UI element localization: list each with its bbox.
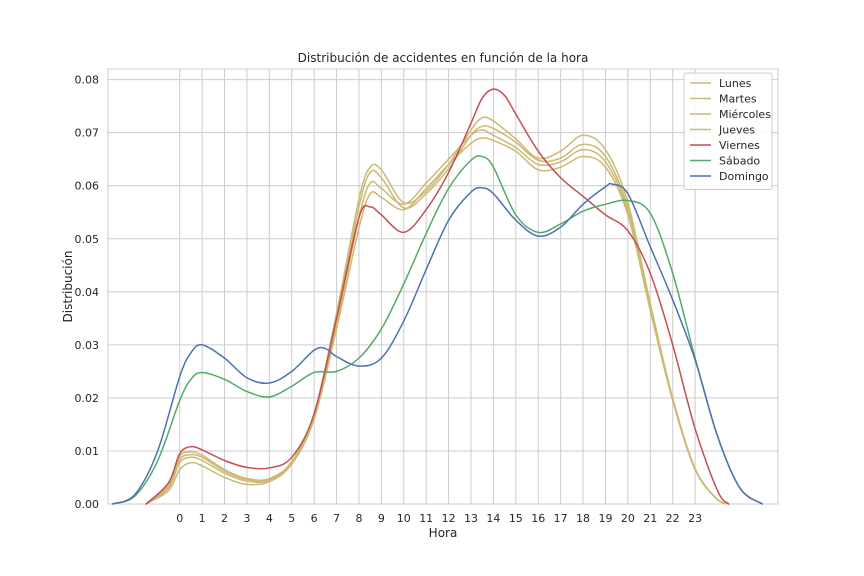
x-tick-label: 22: [666, 512, 680, 525]
x-tick-label: 1: [199, 512, 206, 525]
y-tick-label: 0.01: [75, 445, 100, 458]
y-tick-label: 0.06: [75, 180, 100, 193]
y-tick-label: 0.05: [75, 233, 100, 246]
y-tick-label: 0.03: [75, 339, 100, 352]
x-axis-label: Hora: [429, 526, 458, 540]
x-tick-label: 0: [176, 512, 183, 525]
x-tick-label: 12: [442, 512, 456, 525]
x-axis-ticks: 0 1 2 3 4 5 6 7 8 9 10 11 12 13 14 15 16 17 18 19 20 21 22 23: [176, 512, 702, 525]
x-tick-label: 8: [355, 512, 362, 525]
plot-area: [107, 68, 779, 505]
series-line-sabado: [111, 155, 764, 505]
x-tick-label: 21: [643, 512, 657, 525]
y-axis-label: Distribución: [61, 251, 75, 323]
x-tick-label: 11: [419, 512, 433, 525]
series-line-viernes: [145, 88, 730, 505]
x-tick-label: 15: [509, 512, 523, 525]
series-line-miercoles: [145, 125, 730, 505]
chart-title: Distribución de accidentes en función de…: [298, 51, 589, 65]
x-tick-label: 13: [464, 512, 478, 525]
legend-label-domingo: Domingo: [719, 170, 769, 183]
legend: Lunes Martes Miércoles Jueves Viernes Sábado D…: [683, 72, 773, 190]
legend-label-viernes: Viernes: [719, 139, 760, 152]
y-tick-label: 0.07: [75, 127, 100, 140]
x-tick-label: 18: [576, 512, 590, 525]
legend-label-lunes: Lunes: [719, 77, 752, 90]
legend-label-martes: Martes: [719, 93, 757, 106]
y-tick-label: 0.02: [75, 392, 100, 405]
y-tick-label: 0.08: [75, 74, 100, 87]
legend-label-jueves: Jueves: [718, 124, 755, 137]
x-tick-label: 17: [554, 512, 568, 525]
x-tick-label: 6: [311, 512, 318, 525]
x-tick-label: 3: [243, 512, 250, 525]
y-axis-ticks: 0.00 0.01 0.02 0.03 0.04 0.05 0.06 0.07 0.08: [75, 74, 100, 511]
x-tick-label: 5: [288, 512, 295, 525]
x-tick-label: 10: [397, 512, 411, 525]
x-tick-label: 7: [333, 512, 340, 525]
x-tick-label: 4: [266, 512, 273, 525]
y-tick-label: 0.00: [75, 498, 100, 511]
x-tick-label: 14: [486, 512, 500, 525]
grid-lines: [108, 69, 778, 505]
x-tick-label: 20: [621, 512, 635, 525]
x-tick-label: 16: [531, 512, 545, 525]
y-tick-label: 0.04: [75, 286, 100, 299]
x-tick-label: 19: [598, 512, 612, 525]
series-line-domingo: [111, 182, 764, 505]
legend-label-miercoles: Miércoles: [719, 108, 771, 121]
series-line-jueves: [145, 116, 730, 505]
x-tick-label: 2: [221, 512, 228, 525]
legend-label-sabado: Sábado: [719, 155, 760, 168]
series-layer: [111, 88, 764, 505]
x-tick-label: 9: [378, 512, 385, 525]
x-tick-label: 23: [688, 512, 702, 525]
